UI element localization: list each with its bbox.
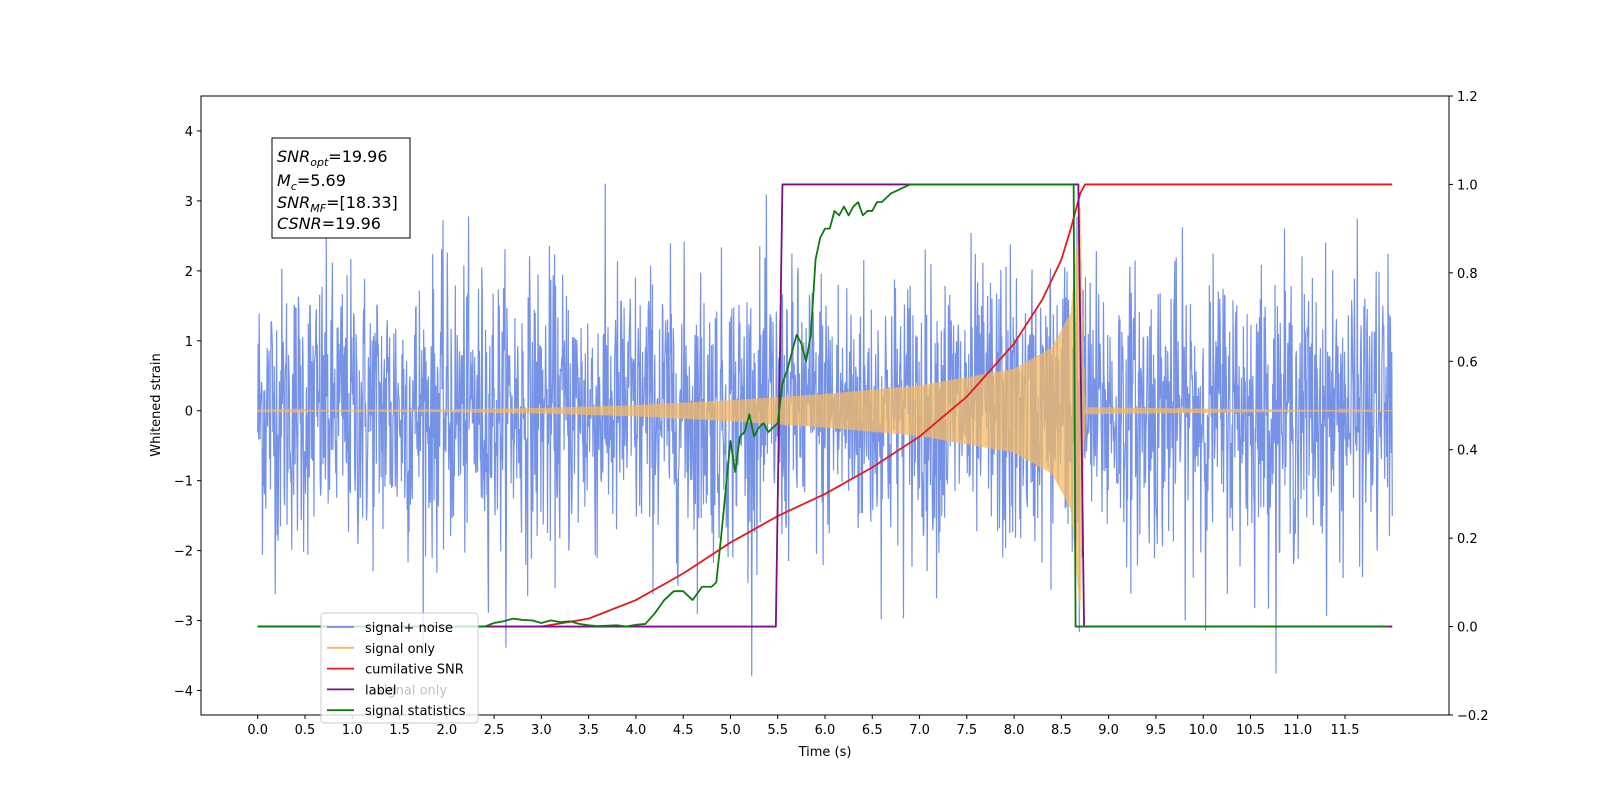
y-right-tick-label: 0.0 (1457, 621, 1478, 636)
x-tick-label: 5.5 (767, 723, 788, 738)
csnr-text: CSNR=19.96 (277, 214, 381, 233)
annotation-box: SNRopt=19.96 Mc=5.69 SNRMF=[18.33] CSNR=… (271, 137, 411, 239)
y-right-tick-label: 0.8 (1457, 267, 1478, 282)
y-left-tick-label: 4 (185, 125, 193, 140)
x-tick-label: 6.0 (815, 723, 836, 738)
data-layer (257, 183, 1393, 677)
x-tick-label: 11.0 (1283, 723, 1312, 738)
x-tick-label: 3.0 (531, 723, 552, 738)
y-left-tick-label: 0 (185, 405, 193, 420)
x-axis-label: Time (s) (798, 745, 852, 760)
x-tick-label: 3.5 (578, 723, 599, 738)
x-tick-label: 1.5 (389, 723, 410, 738)
annotation-frame (271, 137, 411, 239)
legend-frame (320, 612, 479, 724)
x-tick-label: 11.5 (1331, 723, 1360, 738)
x-tick-label: 5.0 (720, 723, 741, 738)
y-left-tick-label: 3 (185, 195, 193, 210)
y-right-tick-label: −0.2 (1457, 709, 1489, 724)
y-left-tick-label: 2 (185, 265, 193, 280)
x-tick-label: 9.5 (1146, 723, 1167, 738)
x-tick-label: 8.0 (1004, 723, 1025, 738)
y-right-tick-label: 1.2 (1457, 90, 1478, 105)
y-left-tick-label: 1 (185, 335, 193, 350)
legend-label: signal statistics (365, 704, 466, 719)
series-cumulative-snr (257, 183, 1393, 628)
x-tick-label: 7.0 (909, 723, 930, 738)
legend-ghost-label: signal only (377, 683, 447, 698)
x-tick-label: 0.0 (247, 723, 268, 738)
y-left-tick-label: −4 (174, 685, 193, 700)
axes-layer: 0.0 0.5 1.0 1.5 2.0 2.5 3.0 3.5 4.0 4.5 5.0 5.5 6.0 6… (174, 90, 1489, 738)
x-tick-label: 1.0 (342, 723, 363, 738)
x-tick-label: 0.5 (295, 723, 316, 738)
y-right-tick-label: 0.6 (1457, 355, 1478, 370)
y-left-tick-label: −1 (174, 475, 193, 490)
y-right-tick-label: 0.2 (1457, 532, 1478, 547)
x-tick-label: 10.0 (1189, 723, 1218, 738)
x-tick-label: 2.0 (436, 723, 457, 738)
x-tick-label: 7.5 (956, 723, 977, 738)
legend-label: signal+ noise (365, 621, 453, 636)
x-tick-label: 10.5 (1236, 723, 1265, 738)
x-tick-label: 8.5 (1051, 723, 1072, 738)
series-signal-only (257, 207, 1393, 611)
mc-text: Mc=5.69 (277, 171, 346, 193)
legend-label: cumilative SNR (365, 663, 464, 678)
x-tick-label: 4.5 (673, 723, 694, 738)
y-axis-label: Whitened strain (149, 353, 164, 456)
x-tick-label: 9.0 (1098, 723, 1119, 738)
y-left-tick-label: −2 (174, 545, 193, 560)
y-left-tick-label: −3 (174, 615, 193, 630)
legend: signal+ noise signal only cumilative SNR la… (320, 612, 479, 724)
x-tick-label: 4.0 (626, 723, 647, 738)
legend-label: label (365, 683, 396, 698)
x-tick-label: 2.5 (484, 723, 505, 738)
x-tick-label: 6.5 (862, 723, 883, 738)
series-signal-statistics (257, 183, 1388, 628)
snr-opt-text: SNRopt=19.96 (277, 147, 388, 169)
y-right-tick-label: 0.4 (1457, 444, 1478, 459)
series-signal-noise (257, 183, 1393, 677)
snr-mf-text: SNRMF=[18.33] (277, 193, 398, 215)
legend-label: signal only (365, 642, 435, 657)
y-right-tick-label: 1.0 (1457, 178, 1478, 193)
